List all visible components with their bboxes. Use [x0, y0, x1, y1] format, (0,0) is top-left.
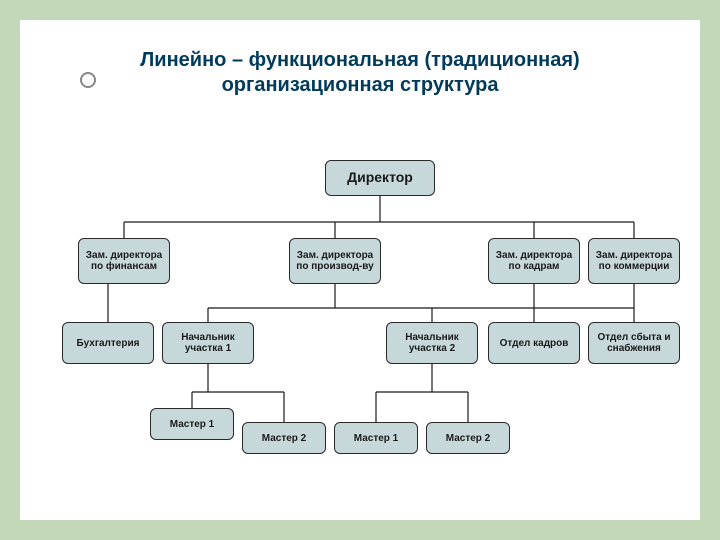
org-node-zkadr: Зам. директора по кадрам: [488, 238, 580, 284]
org-node-zfin: Зам. директора по финансам: [78, 238, 170, 284]
org-node-m2a: Мастер 2: [242, 422, 326, 454]
org-node-dir: Директор: [325, 160, 435, 196]
slide-page: Линейно – функциональная (традиционная) …: [20, 20, 700, 520]
org-node-nu2: Начальник участка 2: [386, 322, 478, 364]
title-line1: Линейно – функциональная (традиционная): [140, 49, 579, 71]
org-node-m1a: Мастер 1: [150, 408, 234, 440]
org-node-m2b: Мастер 2: [426, 422, 510, 454]
org-node-okadr: Отдел кадров: [488, 322, 580, 364]
slide-title: Линейно – функциональная (традиционная) …: [20, 48, 700, 98]
org-node-m1b: Мастер 1: [334, 422, 418, 454]
title-line2: организационная структура: [222, 74, 499, 96]
bullet-icon: [80, 72, 96, 88]
org-node-nu1: Начальник участка 1: [162, 322, 254, 364]
org-node-buh: Бухгалтерия: [62, 322, 154, 364]
org-node-zkom: Зам. директора по коммерции: [588, 238, 680, 284]
org-node-zprod: Зам. директора по производ-ву: [289, 238, 381, 284]
org-node-osbyt: Отдел сбыта и снабжения: [588, 322, 680, 364]
